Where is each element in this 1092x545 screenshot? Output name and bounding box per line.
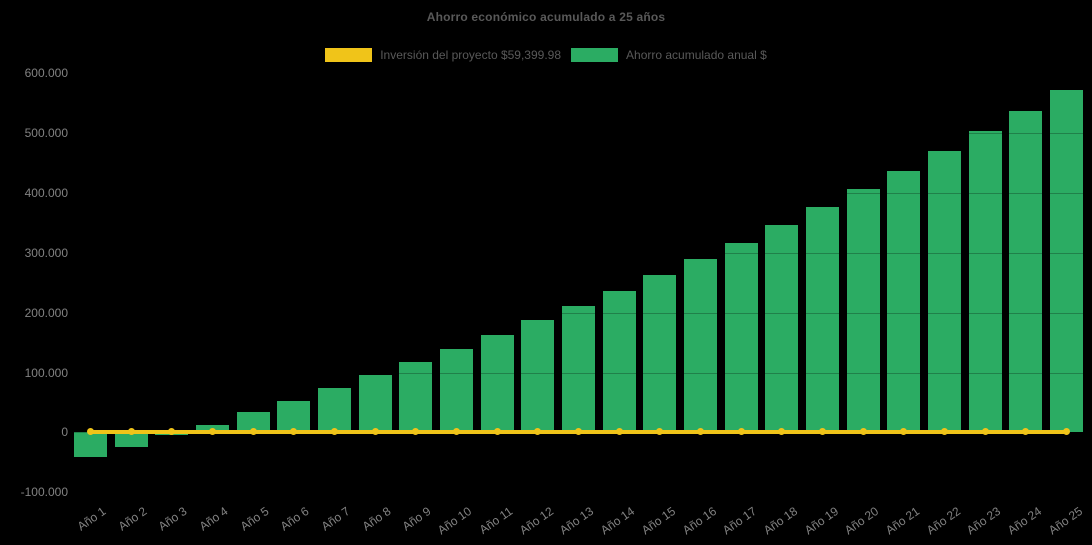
x-tick-label: Año 1: [74, 504, 109, 534]
bar-año-12[interactable]: [521, 320, 555, 433]
bar-año-18[interactable]: [765, 225, 799, 433]
bar-año-13[interactable]: [562, 306, 595, 433]
investment-line-point-año-22[interactable]: [941, 428, 949, 436]
investment-line-point-año-7[interactable]: [330, 428, 338, 436]
investment-line-point-año-24[interactable]: [1022, 428, 1030, 436]
bar-año-2[interactable]: [114, 432, 148, 447]
investment-line-point-año-20[interactable]: [859, 428, 867, 436]
gridline: [70, 492, 1087, 494]
investment-line-point-año-17[interactable]: [737, 428, 745, 436]
legend-item-investment[interactable]: Inversión del proyecto $59,399.98: [325, 48, 561, 62]
x-tick-label: Año 13: [557, 504, 597, 538]
x-tick-label: Año 15: [638, 504, 678, 538]
bar-año-6[interactable]: [277, 400, 311, 433]
x-tick-label: Año 10: [435, 504, 475, 538]
x-tick-label: Año 17: [720, 504, 760, 538]
investment-line-point-año-10[interactable]: [452, 428, 460, 436]
gridline: [70, 73, 1087, 74]
investment-line-point-año-8[interactable]: [371, 428, 379, 436]
investment-line-point-año-23[interactable]: [981, 428, 989, 436]
investment-line-point-año-25[interactable]: [1063, 428, 1071, 436]
investment-line-point-año-13[interactable]: [575, 428, 582, 436]
x-tick-label: Año 7: [318, 504, 353, 534]
x-tick-label: Año 2: [115, 504, 150, 534]
investment-line-point-año-15[interactable]: [656, 428, 664, 436]
investment-line-point-año-4[interactable]: [208, 428, 216, 436]
investment-line-point-año-14[interactable]: [615, 428, 623, 436]
x-tick-label: Año 9: [400, 504, 434, 534]
legend-swatch-savings-icon: [571, 48, 619, 62]
x-tick-label: Año 24: [1004, 504, 1045, 538]
legend-swatch-investment-icon: [325, 48, 373, 62]
x-tick-label: Año 12: [516, 504, 556, 538]
bar-año-9[interactable]: [399, 362, 433, 433]
investment-line-point-año-6[interactable]: [290, 428, 298, 436]
x-tick-label: Año 3: [156, 504, 190, 534]
legend: Inversión del proyecto $59,399.98 Ahorro…: [0, 48, 1092, 62]
bar-año-11[interactable]: [480, 335, 514, 433]
gridline: [70, 312, 1087, 314]
bar-año-15[interactable]: [643, 274, 677, 433]
investment-line-point-año-3[interactable]: [168, 428, 176, 436]
investment-line-point-año-11[interactable]: [493, 428, 501, 436]
y-tick-label: 600.000: [24, 66, 68, 80]
bar-año-14[interactable]: [602, 291, 636, 433]
gridline: [70, 192, 1087, 194]
investment-line-point-año-12[interactable]: [534, 428, 542, 436]
y-tick-label: 500.000: [24, 125, 68, 140]
bar-año-17[interactable]: [724, 242, 758, 433]
y-tick-label: 200.000: [24, 305, 68, 320]
gridline: [70, 372, 1087, 374]
bar-año-22[interactable]: [928, 151, 962, 433]
bar-año-7[interactable]: [317, 388, 351, 433]
bar-año-20[interactable]: [846, 189, 880, 433]
bar-año-21[interactable]: [887, 170, 921, 433]
legend-label-investment: Inversión del proyecto $59,399.98: [380, 48, 562, 62]
gridline: [70, 132, 1087, 134]
investment-line-point-año-2[interactable]: [127, 428, 135, 436]
y-tick-label: 0: [61, 425, 68, 440]
bar-año-23[interactable]: [968, 131, 1002, 433]
bar-año-24[interactable]: [1009, 110, 1043, 433]
bar-año-10[interactable]: [439, 348, 473, 433]
x-tick-label: Año 18: [760, 504, 800, 538]
x-tick-label: Año 25: [1045, 504, 1085, 538]
x-tick-label: Año 19: [801, 504, 841, 538]
legend-item-savings[interactable]: Ahorro acumulado anual $: [571, 48, 767, 62]
x-tick-label: Año 6: [278, 504, 312, 534]
investment-line-point-año-16[interactable]: [697, 428, 705, 436]
investment-line-point-año-18[interactable]: [778, 428, 786, 436]
y-tick-label: 400.000: [24, 185, 68, 200]
gridline: [70, 252, 1087, 254]
investment-line-point-año-19[interactable]: [819, 428, 827, 436]
x-tick-label: Año 22: [923, 504, 963, 538]
chart-title: Ahorro económico acumulado a 25 años: [426, 10, 666, 24]
x-tick-label: Año 4: [196, 504, 231, 534]
investment-line-point-año-5[interactable]: [249, 428, 257, 436]
bar-año-8[interactable]: [358, 374, 392, 433]
bar-año-5[interactable]: [236, 412, 270, 433]
x-tick-label: Año 16: [679, 504, 719, 538]
bar-año-1[interactable]: [73, 432, 107, 457]
x-tick-label: Año 23: [964, 504, 1004, 538]
bar-año-19[interactable]: [806, 206, 840, 433]
bar-año-25[interactable]: [1050, 89, 1084, 433]
investment-line-point-año-1[interactable]: [86, 428, 94, 436]
x-tick-label: Año 21: [882, 504, 922, 538]
legend-label-savings: Ahorro acumulado anual $: [626, 48, 767, 62]
x-tick-label: Año 20: [842, 504, 882, 538]
bar-año-16[interactable]: [684, 258, 718, 433]
investment-line-point-año-9[interactable]: [412, 428, 420, 436]
y-tick-label: -100.000: [20, 485, 68, 500]
y-tick-label: 100.000: [24, 365, 68, 380]
investment-line-point-año-21[interactable]: [900, 428, 908, 436]
x-tick-label: Año 14: [598, 504, 638, 538]
y-tick-label: 300.000: [24, 245, 68, 260]
x-tick-label: Año 8: [359, 504, 394, 534]
x-tick-label: Año 11: [476, 504, 516, 537]
x-tick-label: Año 5: [237, 504, 272, 534]
